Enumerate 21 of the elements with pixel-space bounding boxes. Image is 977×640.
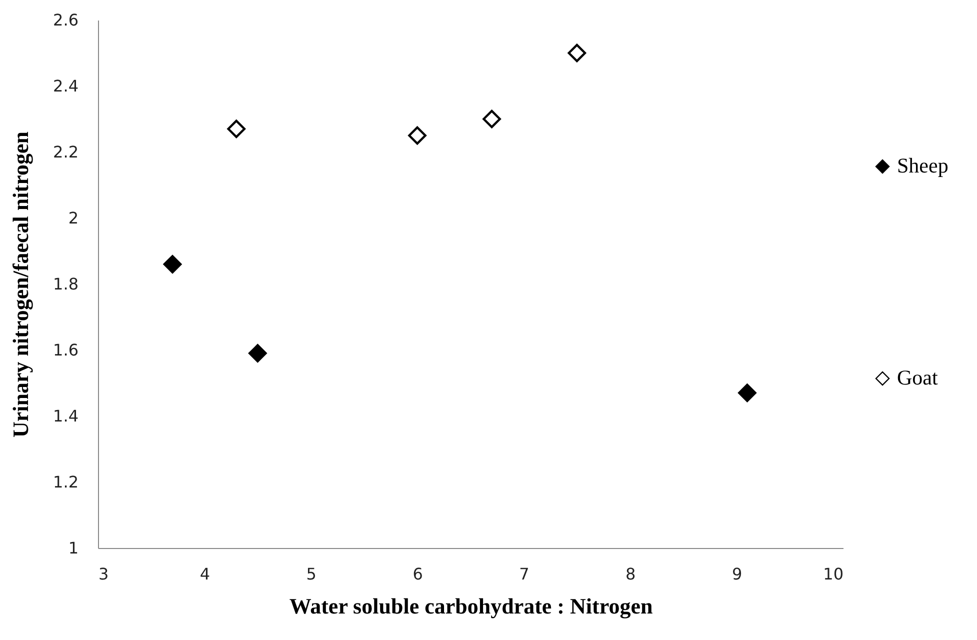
y-tick-label: 2.4 [53, 76, 78, 96]
y-tick-label: 1.6 [53, 340, 78, 360]
legend-label: Sheep [897, 154, 948, 178]
y-tick-label: 1.2 [53, 472, 78, 492]
x-axis-title: Water soluble carbohydrate : Nitrogen [289, 594, 653, 618]
y-tick-label: 2.2 [53, 142, 78, 162]
x-tick-label: 6 [412, 564, 423, 584]
y-axis-title: Urinary nitrogen/faecal nitrogen [8, 132, 34, 438]
x-tick-label: 7 [519, 564, 530, 584]
x-tick-label: 8 [626, 564, 636, 584]
x-tick-label: 9 [732, 564, 742, 584]
y-tick-label: 2.6 [53, 10, 78, 30]
x-tick-label: 3 [98, 564, 109, 584]
legend-label: Goat [897, 366, 938, 390]
x-tick-label: 4 [200, 564, 210, 584]
y-tick-label: 1.8 [53, 274, 78, 294]
y-tick-label: 2 [68, 208, 78, 228]
y-tick-label: 1 [68, 538, 78, 558]
y-tick-label: 1.4 [53, 406, 78, 426]
x-tick-label: 10 [823, 564, 844, 584]
x-tick-label: 5 [306, 564, 316, 584]
